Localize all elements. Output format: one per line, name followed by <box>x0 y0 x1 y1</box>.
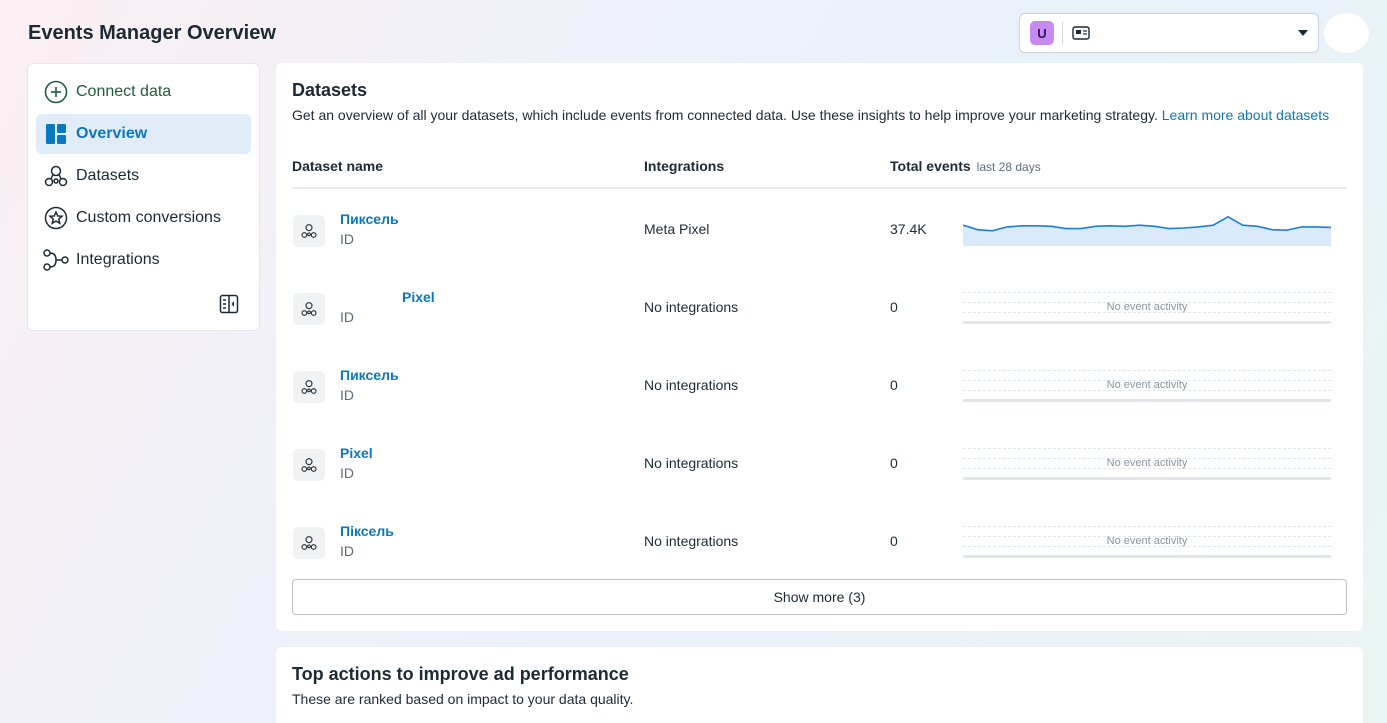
dataset-name-link[interactable]: Pixel <box>402 289 435 305</box>
dataset-integration: No integrations <box>644 377 739 393</box>
dataset-icon <box>293 527 325 559</box>
no-activity-chart: No event activity <box>963 290 1331 324</box>
show-more-button[interactable]: Show more (3) <box>292 579 1347 615</box>
plus-circle-icon <box>43 79 69 105</box>
table-header: Dataset name Integrations Total events la… <box>292 157 1347 189</box>
top-actions-subtitle: These are ranked based on impact to your… <box>292 691 634 707</box>
sidebar-item-label: Integrations <box>76 251 160 268</box>
chevron-down-icon <box>1298 30 1308 36</box>
sparkline-area <box>963 216 1331 246</box>
col-integrations[interactable]: Integrations <box>644 158 725 174</box>
table-row[interactable]: Pixel ID No integrations 0 No event acti… <box>292 268 1347 346</box>
dataset-id: ID <box>340 309 354 325</box>
table-row[interactable]: Пиксель ID No integrations 0 No event ac… <box>292 346 1347 424</box>
event-activity-sparkline <box>963 215 1331 246</box>
dataset-integration: No integrations <box>644 533 739 549</box>
page-title: Events Manager Overview <box>28 22 276 44</box>
dataset-total-events: 0 <box>890 533 898 549</box>
dataset-total-events: 0 <box>890 455 898 471</box>
dataset-total-events: 0 <box>890 377 898 393</box>
account-avatar: U <box>1030 21 1054 45</box>
dataset-integration: Meta Pixel <box>644 221 710 237</box>
overview-icon <box>43 121 69 147</box>
table-row[interactable]: Піксель ID No integrations 0 No event ac… <box>292 502 1347 580</box>
no-activity-chart: No event activity <box>963 368 1331 402</box>
col-total-events[interactable]: Total events last 28 days <box>890 158 1041 174</box>
dataset-icon <box>293 215 325 247</box>
sidebar-item-label: Connect data <box>76 83 172 100</box>
dataset-id: ID <box>340 465 354 481</box>
no-activity-label: No event activity <box>1106 301 1188 313</box>
datasets-description: Get an overview of all your datasets, wh… <box>292 107 1330 123</box>
sidebar-item-overview[interactable]: Overview <box>36 114 251 154</box>
sparkline-line <box>963 215 1331 232</box>
top-actions-title: Top actions to improve ad performance <box>292 664 629 684</box>
dataset-integration: No integrations <box>644 455 739 471</box>
dataset-total-events: 0 <box>890 299 898 315</box>
dataset-icon <box>293 449 325 481</box>
profile-avatar[interactable] <box>1324 13 1369 53</box>
no-activity-chart: No event activity <box>963 446 1331 480</box>
divider <box>1062 22 1063 44</box>
sidebar-item-datasets[interactable]: Datasets <box>36 156 251 196</box>
dataset-id: ID <box>340 231 354 247</box>
no-activity-label: No event activity <box>1106 379 1188 391</box>
dataset-name-link[interactable]: Пиксель <box>340 367 399 383</box>
account-switcher-dropdown[interactable]: U <box>1019 13 1319 53</box>
sidebar-item-custom-conversions[interactable]: Custom conversions <box>36 198 251 238</box>
integrations-icon <box>43 247 69 273</box>
table-row[interactable]: Pixel ID No integrations 0 No event acti… <box>292 424 1347 502</box>
dataset-name-link[interactable]: Пиксель <box>340 211 399 227</box>
no-activity-label: No event activity <box>1106 457 1188 469</box>
col-dataset-name[interactable]: Dataset name <box>292 158 384 174</box>
dataset-id: ID <box>340 387 354 403</box>
no-activity-label: No event activity <box>1106 535 1188 547</box>
dataset-icon <box>293 293 325 325</box>
dataset-name-link[interactable]: Піксель <box>340 523 394 539</box>
dataset-integration: No integrations <box>644 299 739 315</box>
sidebar-item-label: Custom conversions <box>76 209 221 226</box>
dataset-name-link[interactable]: Pixel <box>340 445 373 461</box>
dataset-icon <box>293 371 325 403</box>
dataset-id: ID <box>340 543 354 559</box>
no-activity-chart: No event activity <box>963 524 1331 558</box>
collapse-sidebar-icon[interactable] <box>219 294 241 316</box>
dataset-total-events: 37.4K <box>890 221 927 237</box>
sidebar-item-connect-data[interactable]: Connect data <box>36 72 251 112</box>
sidebar-nav: Connect data Overview Datasets Custom co… <box>27 63 260 331</box>
datasets-card: Datasets Get an overview of all your dat… <box>276 63 1363 631</box>
sidebar-item-label: Datasets <box>76 167 140 184</box>
learn-more-link[interactable]: Learn more about datasets <box>1161 107 1330 123</box>
datasets-icon <box>43 163 69 189</box>
top-actions-card: Top actions to improve ad performance Th… <box>276 647 1363 723</box>
table-row[interactable]: Пиксель ID Meta Pixel 37.4K <box>292 190 1347 268</box>
sidebar-item-integrations[interactable]: Integrations <box>36 240 251 280</box>
sidebar-item-label: Overview <box>76 125 148 142</box>
datasets-title: Datasets <box>292 80 368 100</box>
business-card-icon <box>1071 23 1091 43</box>
star-circle-icon <box>43 205 69 231</box>
